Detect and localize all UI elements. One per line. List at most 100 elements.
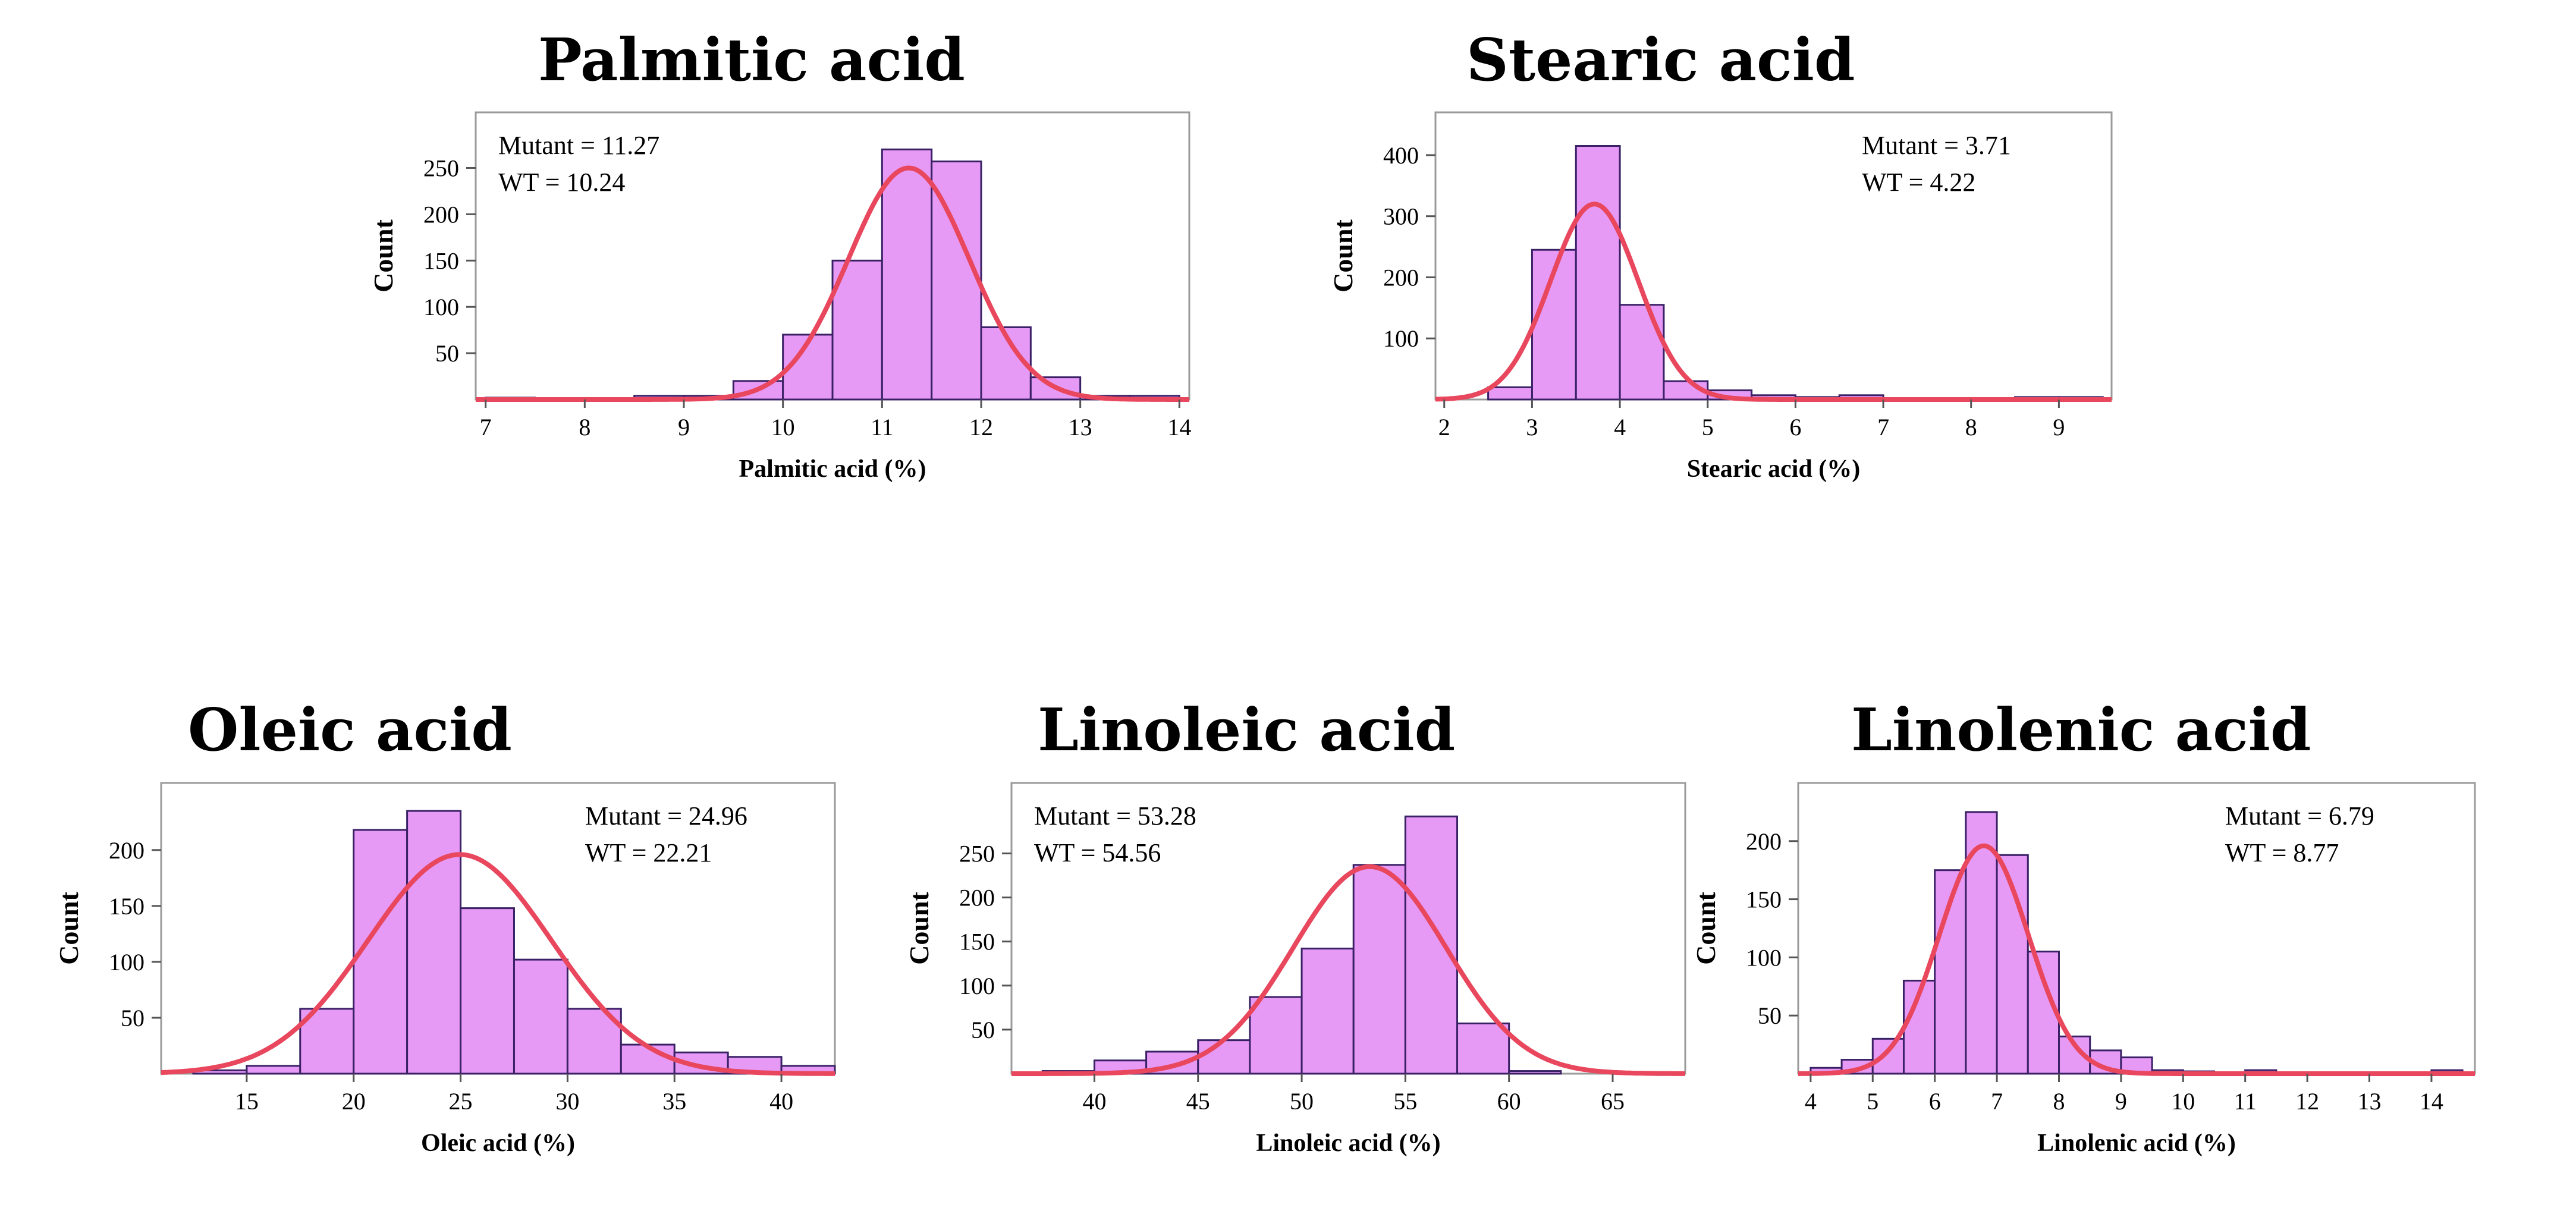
annotation-mutant: Mutant = 53.28 xyxy=(1034,801,1196,831)
x-tick-label: 50 xyxy=(1290,1088,1314,1115)
annotation-wt: WT = 22.21 xyxy=(585,838,712,867)
histogram-bar xyxy=(460,907,515,1075)
normal-fit-curve xyxy=(1798,843,2475,1076)
y-tick-label: 200 xyxy=(1383,264,1419,291)
x-tick-label: 7 xyxy=(1877,414,1889,441)
x-tick-label: 5 xyxy=(1702,414,1714,441)
chart-panel-oleic: Oleic acid 15 20 25 30 35 40 50 100 150 200 Oleic a… xyxy=(54,696,836,1157)
x-tick-label: 7 xyxy=(1991,1088,2003,1115)
chart-panel-linolenic: Linolenic acid 4 5 6 7 8 9 10 11 12 13 14 50 100 150 20… xyxy=(1691,696,2476,1157)
x-axis-label: Oleic acid (%) xyxy=(421,1130,575,1157)
y-tick-label: 150 xyxy=(1746,886,1782,913)
x-tick-label: 8 xyxy=(2053,1088,2065,1115)
x-tick-label: 7 xyxy=(480,414,492,441)
histogram-bar xyxy=(1487,386,1533,401)
histogram-bar xyxy=(1300,948,1355,1075)
histogram-bar xyxy=(246,1065,301,1075)
x-tick-label: 40 xyxy=(1082,1088,1106,1115)
histogram-bar xyxy=(881,148,933,401)
x-tick-label: 40 xyxy=(769,1088,793,1115)
y-tick-label: 150 xyxy=(423,247,459,274)
y-axis-label: Count xyxy=(1328,219,1358,292)
annotation-wt: WT = 10.24 xyxy=(498,168,625,197)
y-tick-label: 150 xyxy=(109,893,144,920)
histogram-bar xyxy=(513,958,568,1075)
x-tick-label: 35 xyxy=(662,1088,686,1115)
y-tick-label: 50 xyxy=(1758,1002,1782,1029)
y-tick-label: 400 xyxy=(1383,142,1419,169)
x-tick-label: 2 xyxy=(1438,414,1450,441)
y-tick-label: 200 xyxy=(423,201,459,228)
x-tick-label: 9 xyxy=(678,414,690,441)
y-tick-label: 200 xyxy=(1746,828,1782,855)
y-tick-label: 100 xyxy=(1383,325,1419,352)
histogram-bar xyxy=(1575,145,1621,401)
chart-panel-palmitic: Palmitic acid 7 8 9 10 11 12 13 14 50 100 150 200 250… xyxy=(368,26,1191,483)
chart-title: Linolenic acid xyxy=(1851,696,2311,765)
x-tick-label: 13 xyxy=(1069,414,1092,441)
histogram-bar xyxy=(1456,1023,1510,1075)
x-tick-label: 15 xyxy=(235,1088,259,1115)
annotation-mutant: Mutant = 24.96 xyxy=(585,801,747,831)
y-tick-label: 100 xyxy=(423,294,459,320)
histogram-bar xyxy=(1404,815,1459,1075)
x-tick-label: 6 xyxy=(1929,1088,1941,1115)
x-tick-label: 13 xyxy=(2358,1088,2382,1115)
chart-panel-stearic: Stearic acid 2 3 4 5 6 7 8 9 100 200 300 400 Stearic … xyxy=(1328,26,2113,483)
x-tick-label: 3 xyxy=(1526,414,1538,441)
x-tick-label: 4 xyxy=(1805,1088,1817,1115)
x-axis-label: Stearic acid (%) xyxy=(1687,455,1861,483)
histogram-bar xyxy=(1871,1037,1905,1075)
y-tick-label: 100 xyxy=(1746,944,1782,971)
y-axis-label: Count xyxy=(54,891,84,964)
chart-title: Linoleic acid xyxy=(1038,696,1455,765)
y-tick-label: 100 xyxy=(959,973,995,999)
x-tick-label: 20 xyxy=(342,1088,366,1115)
x-tick-label: 8 xyxy=(579,414,590,441)
x-tick-label: 65 xyxy=(1601,1088,1625,1115)
x-tick-label: 10 xyxy=(771,414,795,441)
y-tick-label: 250 xyxy=(959,841,995,867)
chart-title: Stearic acid xyxy=(1466,26,1855,95)
x-tick-label: 45 xyxy=(1186,1088,1210,1115)
y-tick-label: 100 xyxy=(109,949,144,976)
histogram-bar xyxy=(1508,1070,1562,1075)
y-tick-label: 200 xyxy=(959,885,995,911)
x-tick-label: 11 xyxy=(871,414,894,441)
y-tick-label: 200 xyxy=(109,837,144,864)
x-tick-label: 11 xyxy=(2233,1088,2257,1115)
normal-fit-curve xyxy=(476,165,1189,402)
y-tick-label: 250 xyxy=(423,155,459,181)
normal-fit-curve xyxy=(1435,202,2112,402)
histogram-bar xyxy=(1619,304,1665,401)
y-axis-label: Count xyxy=(368,219,398,292)
x-tick-label: 60 xyxy=(1497,1088,1521,1115)
x-axis-label: Palmitic acid (%) xyxy=(739,455,926,483)
x-tick-label: 10 xyxy=(2171,1088,2195,1115)
y-tick-label: 50 xyxy=(435,340,459,367)
annotation-mutant: Mutant = 11.27 xyxy=(498,131,659,160)
x-tick-label: 9 xyxy=(2115,1088,2127,1115)
annotation-wt: WT = 54.56 xyxy=(1034,838,1161,867)
y-axis-label: Count xyxy=(1691,891,1721,964)
x-tick-label: 14 xyxy=(2420,1088,2443,1115)
annotation-wt: WT = 4.22 xyxy=(1862,168,1975,197)
y-axis-label: Count xyxy=(904,891,934,964)
chart-title: Palmitic acid xyxy=(538,26,965,95)
x-tick-label: 8 xyxy=(1965,414,1977,441)
histogram-bar xyxy=(1197,1039,1251,1075)
x-tick-label: 12 xyxy=(2295,1088,2319,1115)
x-tick-label: 9 xyxy=(2053,414,2065,441)
histogram-bar xyxy=(1352,864,1406,1075)
histogram-bar xyxy=(406,810,462,1075)
histogram-bar xyxy=(1249,996,1303,1075)
x-tick-label: 14 xyxy=(1167,414,1191,441)
x-axis-label: Linolenic acid (%) xyxy=(2037,1130,2236,1157)
y-tick-label: 50 xyxy=(121,1005,144,1031)
histogram-bar xyxy=(620,1043,676,1075)
annotation-mutant: Mutant = 3.71 xyxy=(1862,131,2011,160)
x-tick-label: 12 xyxy=(969,414,993,441)
y-tick-label: 50 xyxy=(971,1017,995,1043)
x-tick-label: 25 xyxy=(449,1088,473,1115)
